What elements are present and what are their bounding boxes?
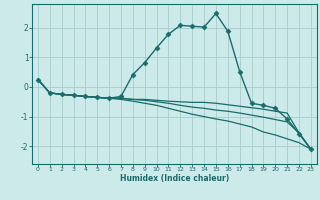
X-axis label: Humidex (Indice chaleur): Humidex (Indice chaleur) [120,174,229,183]
